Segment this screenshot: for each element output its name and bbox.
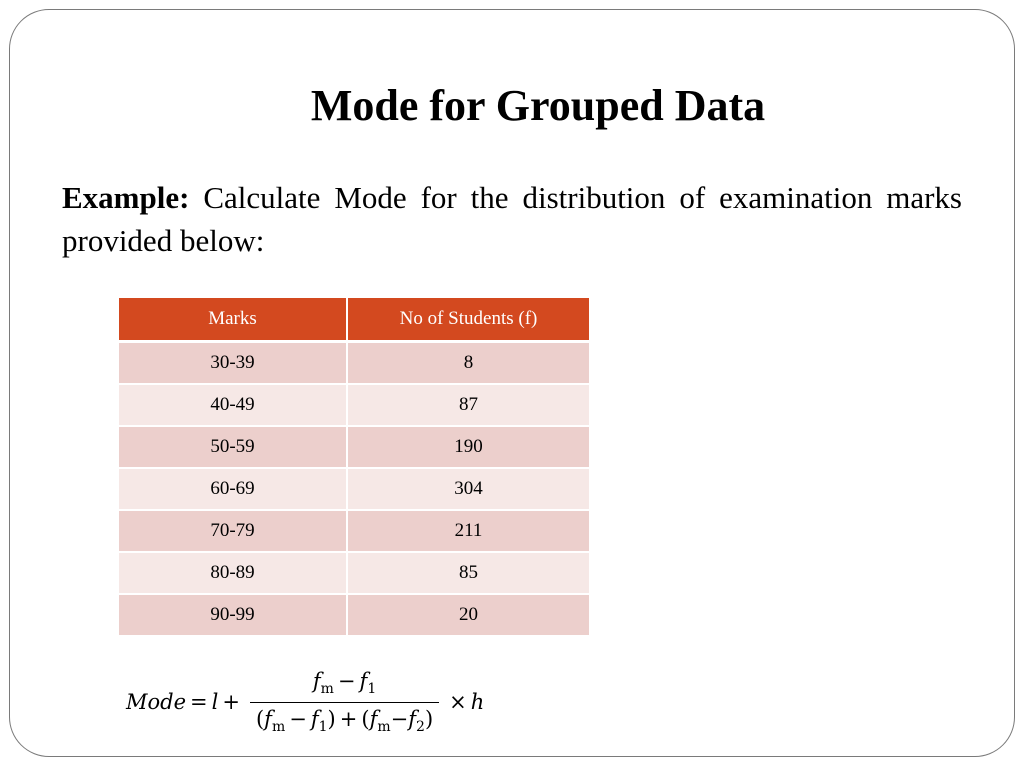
formula-numerator: fm − f1 [307, 669, 382, 701]
formula-sub: 1 [318, 718, 328, 735]
example-paragraph: Example: Calculate Mode for the distribu… [62, 176, 962, 262]
table-cell-students: 190 [347, 426, 589, 469]
table-row: 90-99 20 [119, 594, 589, 637]
table-row: 40-49 87 [119, 384, 589, 427]
formula-l: l [211, 690, 219, 714]
formula-h: h [470, 690, 485, 714]
formula-minus: − [390, 706, 409, 731]
formula-equals: = [190, 690, 208, 714]
formula-sub: m [271, 718, 286, 735]
table-cell-students: 8 [347, 341, 589, 385]
table-cell-marks: 80-89 [119, 552, 348, 595]
table-cell-marks: 60-69 [119, 468, 348, 511]
table-cell-students: 304 [347, 468, 589, 511]
formula-paren: ( [361, 706, 370, 731]
table-cell-marks: 40-49 [119, 384, 348, 427]
formula-mode: Mode [126, 690, 187, 714]
formula-f: f [264, 706, 272, 731]
table-cell-students: 211 [347, 510, 589, 553]
table-cell-marks: 90-99 [119, 594, 348, 637]
table-cell-students: 87 [347, 384, 589, 427]
table-header-row: Marks No of Students (f) [119, 298, 589, 343]
formula-paren: ) [424, 706, 434, 731]
formula-paren: ) [327, 706, 336, 731]
example-label: Example: [62, 180, 190, 215]
formula-f: f [310, 706, 319, 731]
mode-formula: Mode = l + fm − f1 (fm − f1) + (fm−f2) × h [126, 662, 484, 742]
table-cell-marks: 70-79 [119, 510, 348, 553]
formula-fraction: fm − f1 (fm − f1) + (fm−f2) [249, 669, 440, 735]
table-row: 70-79 211 [119, 510, 589, 553]
table-cell-students: 20 [347, 594, 589, 637]
formula-sub: 1 [367, 681, 377, 698]
formula-plus: + [222, 690, 240, 714]
formula-f: f [369, 706, 378, 731]
formula-paren: ( [255, 706, 265, 731]
formula-f: f [312, 669, 321, 694]
formula-sub: m [377, 718, 391, 735]
formula-denominator: (fm − f1) + (fm−f2) [249, 701, 440, 735]
table-cell-marks: 50-59 [119, 426, 348, 469]
formula-f: f [359, 669, 368, 694]
formula-plus: + [339, 706, 358, 731]
table-row: 60-69 304 [119, 468, 589, 511]
formula-times: × [449, 690, 467, 714]
formula-sub: m [320, 681, 334, 698]
example-text: Calculate Mode for the distribution of e… [62, 180, 962, 258]
formula-sub: 2 [416, 718, 425, 735]
formula-minus: − [337, 669, 356, 694]
formula-minus: − [289, 706, 307, 731]
table-row: 30-39 8 [119, 341, 589, 385]
table-row: 80-89 85 [119, 552, 589, 595]
marks-table: Marks No of Students (f) 30-39 8 40-49 8… [119, 298, 589, 637]
table-cell-students: 85 [347, 552, 589, 595]
table-row: 50-59 190 [119, 426, 589, 469]
formula-f: f [408, 706, 417, 731]
table-cell-marks: 30-39 [119, 341, 348, 385]
page-title: Mode for Grouped Data [310, 81, 766, 130]
column-header-marks: Marks [119, 298, 348, 343]
column-header-students: No of Students (f) [347, 298, 589, 343]
